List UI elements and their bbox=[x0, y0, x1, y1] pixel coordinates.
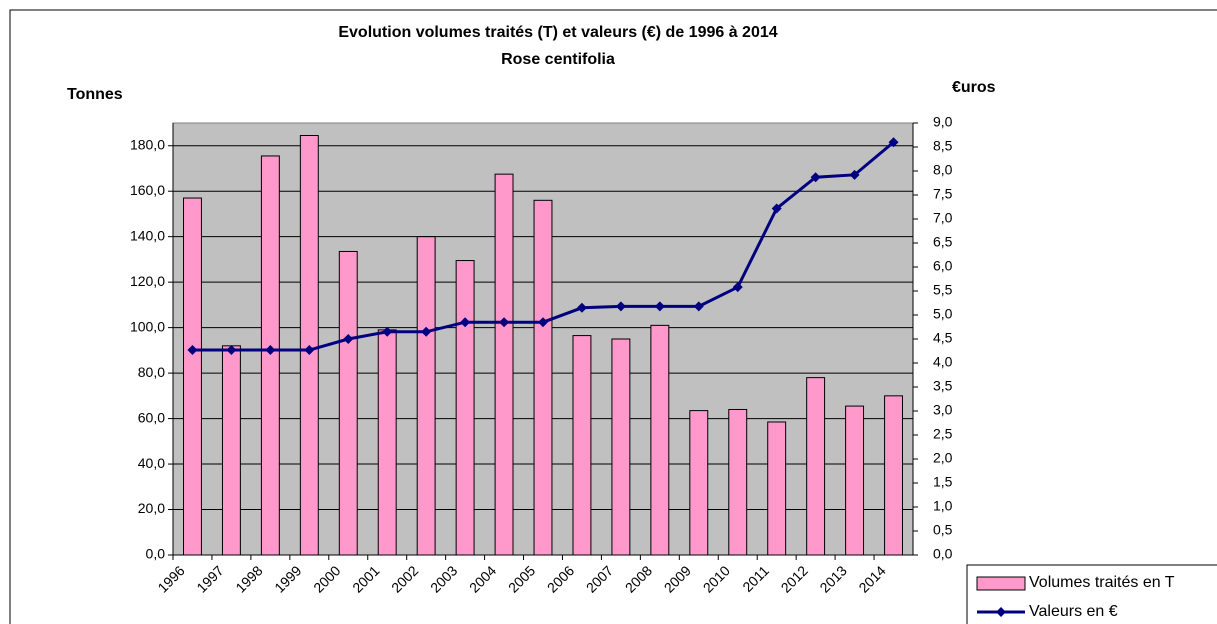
marker bbox=[382, 326, 393, 337]
marker bbox=[654, 301, 665, 312]
chart-title: Evolution volumes traités (T) et valeurs… bbox=[338, 24, 777, 41]
marker bbox=[732, 282, 743, 293]
bar bbox=[650, 324, 670, 556]
bar bbox=[221, 345, 241, 556]
y-tick-label: 0,0 bbox=[146, 546, 166, 562]
y-tick-label: 60,0 bbox=[138, 409, 165, 425]
marker bbox=[771, 203, 782, 214]
y-tick-label: 40,0 bbox=[138, 455, 165, 471]
marker bbox=[849, 169, 860, 180]
y-tick-label: 140,0 bbox=[130, 227, 165, 243]
bar bbox=[806, 377, 826, 556]
marker bbox=[421, 326, 432, 337]
marker bbox=[265, 345, 276, 356]
y2-tick-label: 4,5 bbox=[933, 330, 953, 346]
marker bbox=[693, 301, 704, 312]
bar bbox=[260, 155, 280, 556]
marker bbox=[615, 301, 626, 312]
marker bbox=[187, 345, 198, 356]
bar bbox=[416, 236, 436, 556]
y2-tick-label: 8,0 bbox=[933, 162, 953, 178]
y2-tick-label: 5,0 bbox=[933, 306, 953, 322]
y2-tick-label: 2,0 bbox=[933, 450, 953, 466]
bar bbox=[845, 405, 865, 556]
marker bbox=[499, 317, 510, 328]
bar bbox=[494, 173, 514, 556]
bar bbox=[884, 395, 903, 556]
y-tick-label: 160,0 bbox=[130, 182, 165, 198]
y2-tick-label: 3,0 bbox=[933, 402, 953, 418]
y-tick-label: 180,0 bbox=[130, 136, 165, 152]
y2-tick-label: 0,0 bbox=[933, 546, 953, 562]
y2-tick-label: 8,5 bbox=[933, 138, 953, 154]
y2-tick-label: 0,5 bbox=[933, 522, 953, 538]
bar bbox=[611, 338, 631, 556]
y-tick-label: 100,0 bbox=[130, 318, 165, 334]
marker bbox=[538, 317, 548, 328]
y2-tick-label: 5,5 bbox=[933, 282, 953, 298]
y-tick-label: 80,0 bbox=[138, 364, 165, 380]
bar bbox=[455, 260, 475, 556]
bar bbox=[728, 408, 748, 556]
legend-box bbox=[966, 564, 1217, 624]
bar bbox=[689, 410, 709, 556]
bar bbox=[572, 335, 592, 556]
legend-marker bbox=[996, 607, 1006, 617]
bar bbox=[767, 421, 787, 556]
marker bbox=[343, 334, 354, 344]
y2-tick-label: 1,5 bbox=[933, 474, 953, 490]
bar bbox=[533, 199, 553, 556]
y2-tick-label: 3,5 bbox=[933, 378, 953, 394]
y2-axis-label: €uros bbox=[952, 79, 996, 96]
bar bbox=[338, 250, 358, 556]
legend-swatch bbox=[976, 576, 1026, 591]
y2-tick-label: 1,0 bbox=[933, 498, 953, 514]
marker bbox=[810, 172, 821, 183]
marker bbox=[576, 302, 587, 313]
legend-label: Valeurs en € bbox=[1029, 603, 1118, 620]
y2-tick-label: 6,5 bbox=[933, 234, 953, 250]
chart-subtitle: Rose centifolia bbox=[501, 51, 615, 68]
bar bbox=[183, 197, 202, 556]
y2-tick-label: 7,5 bbox=[933, 186, 953, 202]
y2-tick-label: 2,5 bbox=[933, 426, 953, 442]
marker bbox=[304, 345, 315, 356]
y-tick-label: 20,0 bbox=[138, 500, 165, 516]
y-tick-label: 120,0 bbox=[130, 273, 165, 289]
y2-tick-label: 7,0 bbox=[933, 210, 953, 226]
legend-label: Volumes traités en T bbox=[1029, 574, 1175, 591]
marker bbox=[888, 137, 899, 148]
y2-tick-label: 6,0 bbox=[933, 258, 953, 274]
y-axis-label: Tonnes bbox=[67, 86, 123, 103]
y2-tick-label: 9,0 bbox=[933, 114, 953, 130]
marker bbox=[460, 317, 471, 328]
y2-tick-label: 4,0 bbox=[933, 354, 953, 370]
bar bbox=[377, 329, 397, 556]
marker bbox=[226, 345, 237, 356]
